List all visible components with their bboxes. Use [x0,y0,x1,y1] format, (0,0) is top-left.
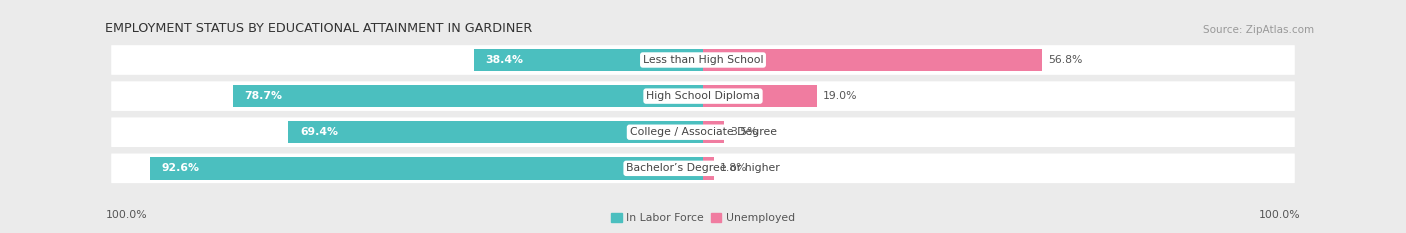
Text: Bachelor’s Degree or higher: Bachelor’s Degree or higher [626,163,780,173]
Bar [703,121,724,144]
Bar [703,85,817,107]
Text: 100.0%: 100.0% [105,210,148,220]
Text: 19.0%: 19.0% [823,91,858,101]
FancyBboxPatch shape [111,154,1295,183]
Text: 38.4%: 38.4% [485,55,523,65]
Bar [149,157,703,180]
Text: EMPLOYMENT STATUS BY EDUCATIONAL ATTAINMENT IN GARDINER: EMPLOYMENT STATUS BY EDUCATIONAL ATTAINM… [105,22,533,35]
Bar [703,157,714,180]
Text: 78.7%: 78.7% [245,91,283,101]
Text: 56.8%: 56.8% [1049,55,1083,65]
Text: College / Associate Degree: College / Associate Degree [630,127,776,137]
Bar [233,85,703,107]
Bar [288,121,703,144]
Text: Source: ZipAtlas.com: Source: ZipAtlas.com [1204,25,1315,35]
FancyBboxPatch shape [111,81,1295,111]
Text: Less than High School: Less than High School [643,55,763,65]
Text: 100.0%: 100.0% [1258,210,1301,220]
FancyBboxPatch shape [111,117,1295,147]
Bar [703,49,1042,71]
Bar [474,49,703,71]
Text: 92.6%: 92.6% [162,163,200,173]
Text: 3.5%: 3.5% [730,127,758,137]
Legend: In Labor Force, Unemployed: In Labor Force, Unemployed [607,209,799,228]
Text: High School Diploma: High School Diploma [647,91,759,101]
Text: 1.8%: 1.8% [720,163,747,173]
FancyBboxPatch shape [111,45,1295,75]
Text: 69.4%: 69.4% [301,127,339,137]
